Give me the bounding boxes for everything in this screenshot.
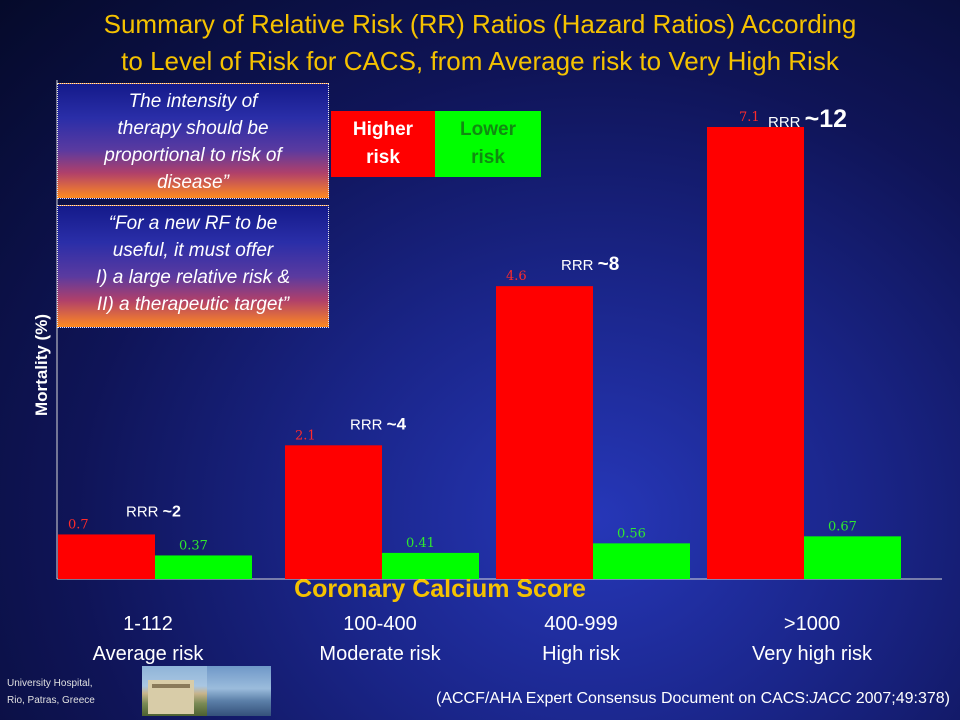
bar-lower-risk [593, 543, 690, 579]
legend-higher-line: risk [366, 147, 400, 168]
quote2-line: “For a new RF to be [108, 213, 278, 234]
category-score: 1-112 [123, 613, 173, 635]
category-label-average: 1-112 Average risk [58, 609, 238, 669]
quote2-line: useful, it must offer [112, 240, 274, 261]
rrr-value: ~2 [163, 503, 181, 520]
bar-lower-risk [382, 552, 479, 579]
rrr-value: ~8 [598, 254, 620, 275]
rrr-prefix: RRR [350, 416, 387, 433]
rrr-value: ~12 [805, 105, 847, 133]
category-risk: Very high risk [751, 643, 873, 665]
rrr-prefix: RRR [561, 257, 598, 274]
data-label-higher: 4.6 [506, 269, 527, 284]
quote1-line: proportional to risk of [104, 145, 282, 166]
hospital-roof-shape [152, 684, 190, 688]
bar-higher-risk [707, 127, 804, 579]
rrr-value: ~4 [387, 414, 407, 433]
bar-higher-risk [285, 445, 382, 579]
citation: (ACCF/AHA Expert Consensus Document on C… [436, 690, 950, 708]
category-score: >1000 [783, 613, 841, 635]
institution-line: Rio, Patras, Greece [7, 695, 95, 706]
bar-lower-risk [155, 555, 252, 579]
institution-label: University Hospital, Rio, Patras, Greece [7, 675, 95, 709]
bar-higher-risk [496, 286, 593, 579]
quote1-line: The intensity of [128, 91, 258, 112]
y-axis-label: Mortality (%) [32, 314, 51, 416]
quote1-line: therapy should be [117, 118, 269, 139]
bar-higher-risk [58, 534, 155, 579]
bar-lower-risk [804, 536, 901, 579]
quote2-line: II) a therapeutic target” [96, 294, 290, 315]
bridge-photo [207, 666, 271, 716]
x-axis-title: Coronary Calcium Score [294, 575, 586, 603]
quote2-line: I) a large relative risk & [95, 267, 291, 288]
category-label-very-high: >1000 Very high risk [722, 609, 902, 669]
slide-title: Summary of Relative Risk (RR) Ratios (Ha… [0, 6, 960, 80]
institution-line: University Hospital, [7, 678, 93, 689]
rrr-annotation: RRR ~12 [768, 105, 847, 133]
rrr-annotation: RRR ~2 [126, 503, 181, 520]
category-score: 100-400 [343, 613, 417, 635]
bars-group [58, 127, 901, 579]
rrr-annotation: RRR ~4 [350, 414, 407, 433]
category-risk: Average risk [92, 643, 204, 665]
category-risk: High risk [542, 643, 620, 665]
data-labels-group: 0.7 0.37 2.1 0.41 4.6 0.56 7.1 0.67 [68, 110, 857, 553]
citation-suffix: 2007;49:378) [851, 690, 950, 707]
quote1-line: disease” [157, 172, 229, 193]
legend-lower-line: Lower [460, 119, 516, 140]
quote-intensity-box: The intensity of therapy should be propo… [57, 83, 329, 199]
citation-journal: JACC [809, 690, 852, 707]
rrr-prefix: RRR [126, 503, 163, 520]
rrr-prefix: RRR [768, 114, 805, 131]
legend-higher-risk: Higher risk [331, 111, 435, 177]
title-line-2: to Level of Risk for CACS, from Average … [121, 46, 839, 76]
category-score: 400-999 [544, 613, 618, 635]
legend-higher-line: Higher [352, 119, 414, 140]
legend-lower-line: risk [471, 147, 505, 168]
data-label-higher: 2.1 [295, 428, 316, 443]
category-label-moderate: 100-400 Moderate risk [290, 609, 470, 669]
data-label-lower: 0.37 [179, 538, 208, 553]
data-label-lower: 0.56 [617, 526, 646, 541]
category-label-high: 400-999 High risk [491, 609, 671, 669]
title-line-1: Summary of Relative Risk (RR) Ratios (Ha… [103, 9, 857, 39]
citation-prefix: (ACCF/AHA Expert Consensus Document on C… [435, 690, 810, 707]
rrr-annotation: RRR ~8 [561, 254, 619, 275]
legend-lower-risk: Lower risk [435, 111, 541, 177]
data-label-lower: 0.41 [406, 536, 435, 551]
data-label-lower: 0.67 [828, 519, 857, 534]
data-label-higher: 7.1 [739, 110, 760, 125]
data-label-higher: 0.7 [68, 517, 89, 532]
category-risk: Moderate risk [319, 643, 441, 665]
quote-new-rf-box: “For a new RF to be useful, it must offe… [57, 205, 329, 328]
